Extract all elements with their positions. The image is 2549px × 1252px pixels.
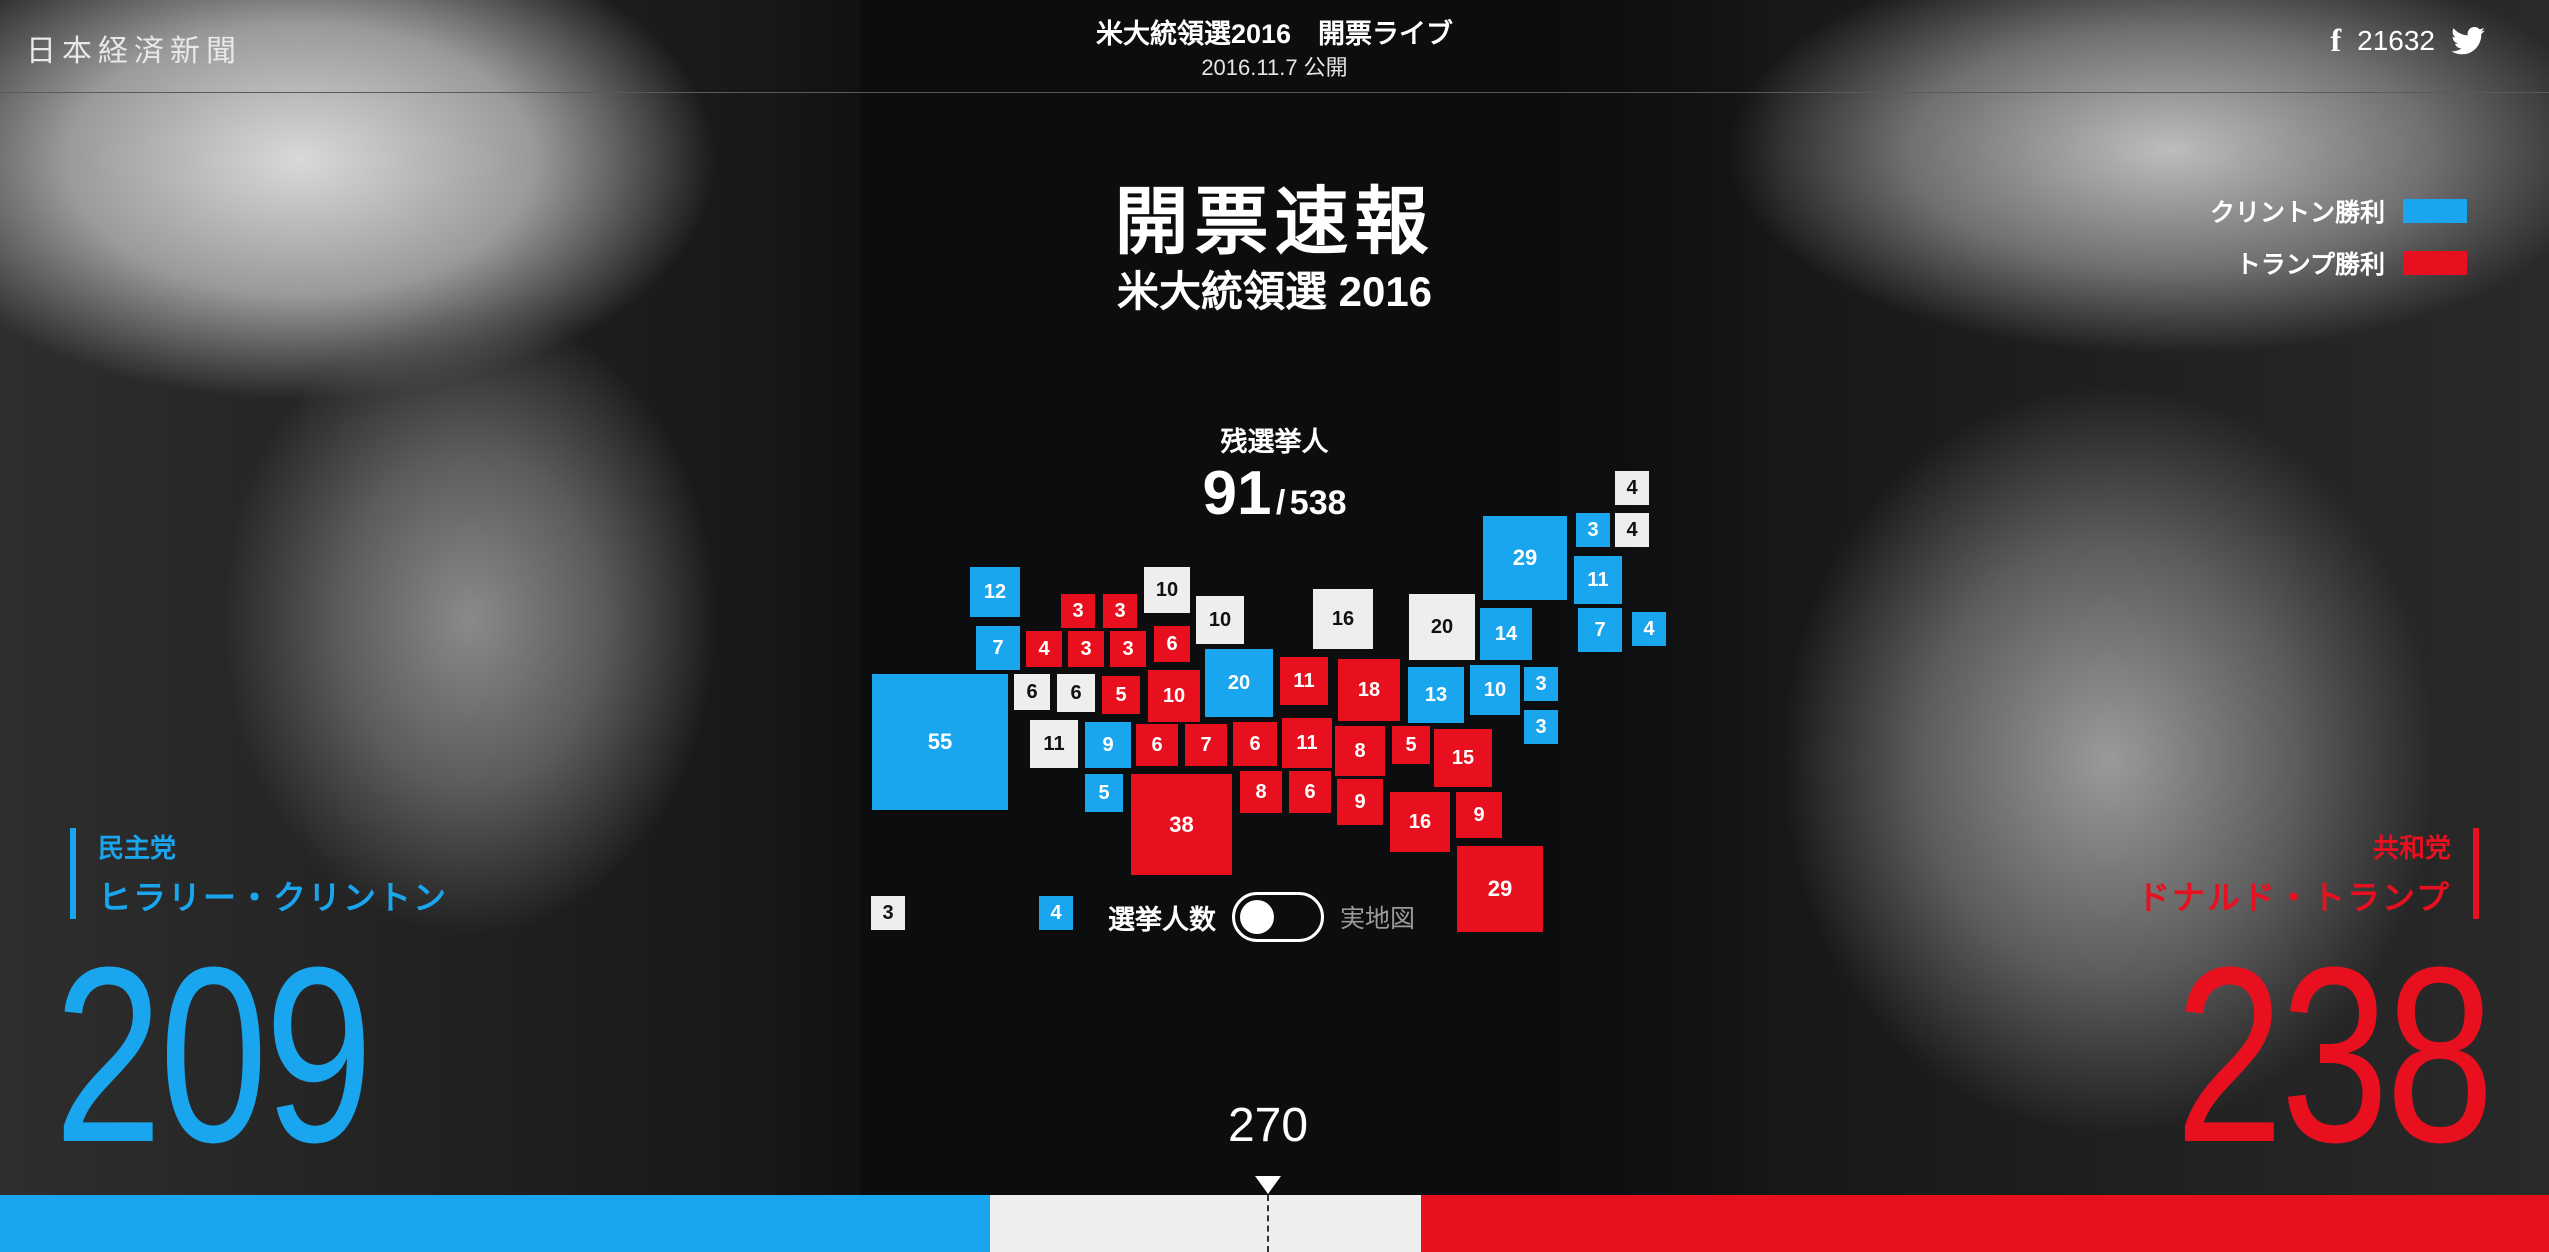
state-tile[interactable]: 4 bbox=[1615, 471, 1649, 505]
state-tile[interactable]: 3 bbox=[1061, 594, 1095, 628]
map-view-toggle-row: 選挙人数 実地図 bbox=[1108, 892, 1415, 942]
total-electors: 538 bbox=[1289, 484, 1347, 522]
candidate-clinton: 民主党 ヒラリー・クリントン bbox=[70, 828, 448, 919]
remaining-separator: / bbox=[1275, 484, 1286, 522]
legend-item-trump: トランプ勝利 bbox=[2210, 237, 2467, 289]
state-tile[interactable]: 3 bbox=[871, 896, 905, 930]
clinton-electoral-votes: 209 bbox=[54, 915, 373, 1194]
legend-swatch-rep bbox=[2403, 251, 2467, 275]
candidate-name: ドナルド・トランプ bbox=[2136, 879, 2451, 916]
state-tile[interactable]: 9 bbox=[1085, 722, 1131, 768]
state-tile[interactable]: 7 bbox=[1185, 724, 1227, 766]
state-tile[interactable]: 6 bbox=[1233, 722, 1277, 766]
legend-item-clinton: クリントン勝利 bbox=[2210, 185, 2467, 237]
remaining-count: 91 bbox=[1202, 459, 1272, 528]
twitter-icon[interactable] bbox=[2451, 26, 2485, 55]
bar-segment-undecided bbox=[990, 1195, 1422, 1252]
state-tile[interactable]: 6 bbox=[1154, 626, 1190, 662]
legend-swatch-dem bbox=[2403, 199, 2467, 223]
state-tile[interactable]: 4 bbox=[1632, 612, 1666, 646]
state-tile[interactable]: 4 bbox=[1615, 513, 1649, 547]
state-tile[interactable]: 3 bbox=[1524, 710, 1558, 744]
state-tile[interactable]: 3 bbox=[1068, 631, 1104, 667]
state-tile[interactable]: 20 bbox=[1409, 594, 1475, 660]
state-tile[interactable]: 3 bbox=[1524, 667, 1558, 701]
threshold-label: 270 bbox=[1227, 1099, 1309, 1152]
state-tile[interactable]: 9 bbox=[1456, 792, 1502, 838]
sub-title: 米大統領選 2016 bbox=[1116, 268, 1433, 315]
publish-date: 2016.11.7 公開 bbox=[1201, 55, 1348, 80]
remaining-electors-label: 残選挙人 bbox=[1220, 427, 1329, 457]
header: 日本経済新聞 米大統領選2016 開票ライブ 2016.11.7 公開 f 21… bbox=[0, 0, 2549, 93]
state-tile[interactable]: 4 bbox=[1026, 631, 1062, 667]
state-tile[interactable]: 10 bbox=[1148, 670, 1200, 722]
state-tile[interactable]: 3 bbox=[1576, 513, 1610, 547]
share-count: 21632 bbox=[2357, 24, 2435, 56]
state-tile[interactable]: 7 bbox=[976, 626, 1020, 670]
toggle-label-electors: 選挙人数 bbox=[1108, 904, 1216, 935]
state-tile[interactable]: 6 bbox=[1014, 674, 1050, 710]
legend-label: トランプ勝利 bbox=[2235, 251, 2385, 279]
state-tile[interactable]: 10 bbox=[1144, 567, 1190, 613]
page-title: 米大統領選2016 開票ライブ bbox=[1095, 19, 1454, 49]
state-tile[interactable]: 6 bbox=[1289, 771, 1331, 813]
share-bar: f 21632 bbox=[2330, 22, 2485, 59]
state-tile[interactable]: 38 bbox=[1131, 774, 1232, 875]
legend: クリントン勝利 トランプ勝利 bbox=[2210, 185, 2467, 289]
state-tile[interactable]: 11 bbox=[1280, 657, 1328, 705]
state-tile[interactable]: 3 bbox=[1103, 594, 1137, 628]
state-tile[interactable]: 12 bbox=[970, 567, 1020, 617]
state-tile[interactable]: 9 bbox=[1337, 779, 1383, 825]
state-tile[interactable]: 4 bbox=[1039, 896, 1073, 930]
state-tile[interactable]: 55 bbox=[872, 674, 1008, 810]
state-tile[interactable]: 29 bbox=[1483, 516, 1567, 600]
state-tile[interactable]: 16 bbox=[1390, 792, 1450, 852]
threshold-marker-icon bbox=[1255, 1176, 1281, 1194]
nikkei-logo[interactable]: 日本経済新聞 bbox=[26, 34, 242, 69]
electoral-progress-bar bbox=[0, 1195, 2549, 1252]
state-tile[interactable]: 18 bbox=[1338, 659, 1400, 721]
state-tile[interactable]: 16 bbox=[1313, 589, 1373, 649]
state-tile[interactable]: 7 bbox=[1578, 608, 1622, 652]
state-tile[interactable]: 15 bbox=[1434, 729, 1492, 787]
map-view-toggle[interactable] bbox=[1232, 892, 1324, 942]
state-tile[interactable]: 14 bbox=[1480, 608, 1532, 660]
main-title: 開票速報 bbox=[1114, 180, 1435, 263]
state-tile[interactable]: 13 bbox=[1408, 667, 1464, 723]
candidate-name: ヒラリー・クリントン bbox=[98, 879, 448, 916]
state-tile[interactable]: 6 bbox=[1136, 724, 1178, 766]
toggle-knob bbox=[1240, 900, 1274, 934]
bar-segment-dem bbox=[0, 1195, 991, 1252]
party-label: 民主党 bbox=[98, 833, 177, 863]
bar-segment-rep bbox=[1421, 1195, 2549, 1252]
state-tile[interactable]: 5 bbox=[1102, 676, 1140, 714]
threshold-line bbox=[1267, 1195, 1269, 1252]
state-tile[interactable]: 5 bbox=[1085, 774, 1123, 812]
remaining-electors: 91 / 538 bbox=[0, 458, 2549, 529]
toggle-label-real-map[interactable]: 実地図 bbox=[1340, 905, 1416, 933]
trump-electoral-votes: 238 bbox=[2175, 915, 2494, 1194]
state-tile[interactable]: 29 bbox=[1457, 846, 1543, 932]
state-tile[interactable]: 10 bbox=[1470, 665, 1520, 715]
party-label: 共和党 bbox=[2372, 833, 2451, 863]
state-tile[interactable]: 8 bbox=[1335, 726, 1385, 776]
state-tile[interactable]: 5 bbox=[1392, 726, 1430, 764]
state-tile[interactable]: 20 bbox=[1205, 649, 1273, 717]
state-tile[interactable]: 11 bbox=[1574, 556, 1622, 604]
clinton-photo bbox=[0, 0, 860, 1195]
candidate-trump: 共和党 ドナルド・トランプ bbox=[2137, 828, 2479, 919]
legend-label: クリントン勝利 bbox=[2209, 199, 2385, 227]
state-tile[interactable]: 11 bbox=[1282, 718, 1332, 768]
state-tile[interactable]: 10 bbox=[1196, 596, 1244, 644]
state-tile[interactable]: 8 bbox=[1240, 771, 1282, 813]
state-tile[interactable]: 3 bbox=[1110, 631, 1146, 667]
facebook-icon[interactable]: f bbox=[2330, 22, 2342, 58]
state-tile[interactable]: 11 bbox=[1030, 720, 1078, 768]
state-tile[interactable]: 6 bbox=[1057, 674, 1095, 712]
